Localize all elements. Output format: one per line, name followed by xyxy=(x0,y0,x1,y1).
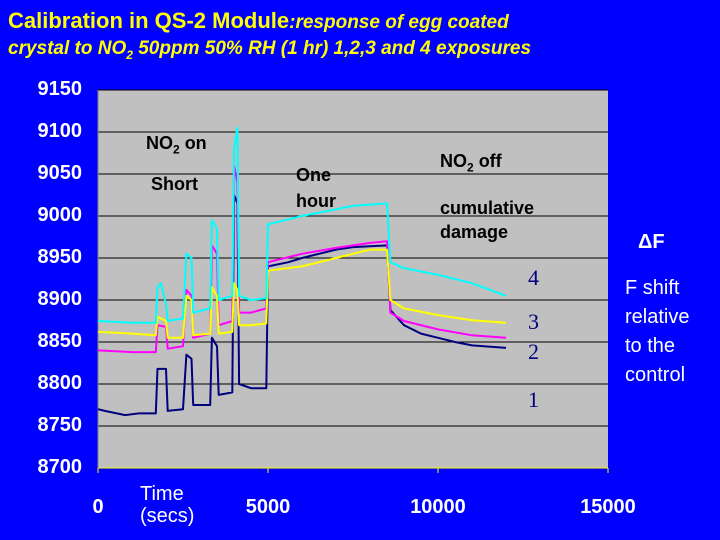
y-tick-label-8700: 8700 xyxy=(37,456,83,478)
side-note-line3: to the xyxy=(625,335,676,357)
chart-title: Calibration in QS-2 Module:response of e… xyxy=(8,8,509,34)
series-label-4: 4 xyxy=(528,265,539,290)
delta-f-label: ΔF xyxy=(638,231,665,253)
series-label-3: 3 xyxy=(528,309,539,334)
series-label-2: 2 xyxy=(528,339,539,364)
no2-on-text-a: NO xyxy=(146,133,173,153)
no2-on-subscript: 2 xyxy=(173,142,180,157)
y-tick-label-8800: 8800 xyxy=(37,372,83,394)
y-tick-label-9100: 9100 xyxy=(37,120,83,142)
side-note-line2: relative xyxy=(625,306,690,328)
no2-off-text-a: NO xyxy=(440,151,467,171)
series-label-1: 1 xyxy=(528,387,539,412)
x-axis-title-line1: Time xyxy=(140,483,184,505)
y-tick-label-9050: 9050 xyxy=(37,162,83,184)
annotation-cumulative: cumulative xyxy=(440,198,535,218)
y-tick-label-9000: 9000 xyxy=(37,204,83,226)
no2-off-text-b: off xyxy=(473,151,502,171)
y-tick-label-8850: 8850 xyxy=(37,330,83,352)
x-tick-label-15000: 15000 xyxy=(580,496,636,518)
annotation-no2-on: NO2 on xyxy=(146,132,207,162)
subtitle-part-b: 50ppm 50% RH (1 hr) 1,2,3 and 4 exposure… xyxy=(132,38,532,59)
subtitle-subscript: 2 xyxy=(126,47,133,62)
y-tick-label-8950: 8950 xyxy=(37,246,83,268)
title-sub: :response of egg coated xyxy=(289,12,509,33)
side-note-line4: control xyxy=(625,364,686,386)
annotation-damage: damage xyxy=(440,222,509,242)
x-tick-label-10000: 10000 xyxy=(410,496,466,518)
annotation-one: One xyxy=(296,165,332,185)
x-axis-title-line2: (secs) xyxy=(140,505,195,527)
y-tick-label-9150: 9150 xyxy=(37,78,83,100)
side-note: F shift relative to the control xyxy=(625,274,689,390)
no2-on-text-b: on xyxy=(179,133,207,153)
x-tick-label-5000: 5000 xyxy=(245,496,291,518)
annotation-no2-off: NO2 off xyxy=(440,150,502,180)
series-line-4 xyxy=(97,126,507,324)
annotation-short: Short xyxy=(151,174,198,194)
subtitle-part-a: crystal to NO xyxy=(8,38,127,59)
title-main: Calibration in QS-2 Module xyxy=(8,8,290,33)
no2-off-subscript: 2 xyxy=(467,160,474,175)
side-note-line1: F shift xyxy=(625,277,680,299)
y-tick-label-8900: 8900 xyxy=(37,288,83,310)
x-axis-title: Time (secs) xyxy=(140,483,194,527)
chart-subtitle: crystal to NO2 50ppm 50% RH (1 hr) 1,2,3… xyxy=(8,38,531,62)
annotation-hour: hour xyxy=(296,191,336,211)
y-tick-label-8750: 8750 xyxy=(37,414,83,436)
series-line-3 xyxy=(97,248,507,339)
x-tick-label-0: 0 xyxy=(92,496,104,518)
